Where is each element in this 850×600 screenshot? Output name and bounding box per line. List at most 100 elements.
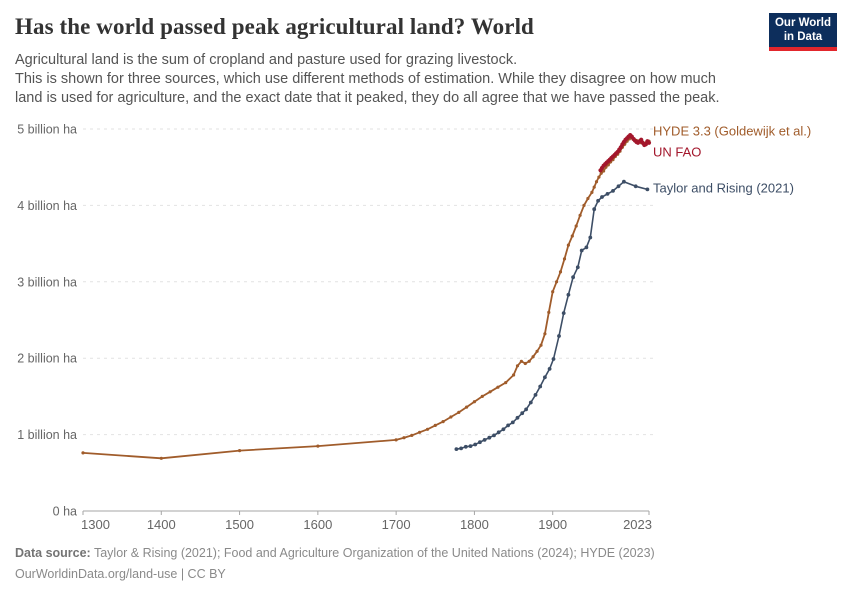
series-marker-taylor xyxy=(459,446,463,451)
series-marker-taylor xyxy=(468,444,473,448)
series-marker-hyde xyxy=(472,400,476,404)
series-marker-taylor xyxy=(515,415,520,420)
page-title: Has the world passed peak agricultural l… xyxy=(15,14,534,39)
series-marker-hyde xyxy=(527,359,531,363)
series-marker-hyde xyxy=(457,410,461,414)
x-axis-tick-label: 1800 xyxy=(460,517,489,532)
series-line-hyde xyxy=(82,136,650,460)
series-marker-hyde xyxy=(523,361,527,366)
series-marker-hyde xyxy=(433,423,437,427)
legend-label-taylor[interactable]: Taylor and Rising (2021) xyxy=(653,181,794,196)
series-marker-taylor xyxy=(600,195,604,199)
series-marker-taylor xyxy=(561,311,566,315)
series-marker-taylor xyxy=(487,435,492,440)
series-marker-hyde xyxy=(566,243,571,247)
chart-svg: 0 ha 1 billion ha 2 billion ha 3 billion ha… xyxy=(17,123,811,533)
series-marker-hyde xyxy=(238,449,242,453)
chart-subtitle: Agricultural land is the sum of cropland… xyxy=(15,51,720,108)
series-marker-taylor xyxy=(482,438,487,442)
series-marker-taylor xyxy=(547,367,552,371)
series-marker-hyde xyxy=(535,349,539,353)
series-marker-hyde xyxy=(515,364,520,368)
series-marker-hyde xyxy=(570,234,574,238)
subtitle-line: land is used for agriculture, and the ex… xyxy=(15,90,720,106)
series-marker-hyde xyxy=(562,257,567,261)
subtitle-line: This is shown for three sources, which u… xyxy=(15,71,716,87)
y-axis-tick-label: 3 billion ha xyxy=(17,275,77,289)
series-marker-hyde xyxy=(410,433,414,437)
series-marker-hyde xyxy=(441,420,445,424)
series-marker-hyde xyxy=(543,332,547,336)
series-marker-hyde xyxy=(504,381,508,385)
x-axis-tick-label: 2023 xyxy=(623,517,652,532)
series-marker-hyde xyxy=(551,290,555,294)
legend-label-unfao[interactable]: UN FAO xyxy=(653,145,701,160)
series-marker-taylor xyxy=(473,442,478,447)
series-marker-hyde xyxy=(558,270,563,274)
series-marker-taylor xyxy=(528,400,533,405)
x-axis-tick-label: 1500 xyxy=(225,517,254,532)
series-marker-taylor xyxy=(524,407,528,412)
series-marker-taylor xyxy=(588,235,593,240)
series-marker-taylor xyxy=(584,245,589,250)
y-axis-tick-label: 0 ha xyxy=(53,505,77,519)
series-marker-hyde xyxy=(578,213,582,217)
series-marker-unfao xyxy=(646,140,652,145)
series-marker-hyde xyxy=(594,180,599,184)
series-marker-taylor xyxy=(579,248,584,253)
series-line-taylor xyxy=(455,180,649,450)
series-marker-taylor xyxy=(543,375,547,380)
series-marker-taylor xyxy=(454,447,459,451)
series-marker-hyde xyxy=(602,169,606,173)
series-marker-hyde xyxy=(592,185,596,189)
series-marker-hyde xyxy=(488,390,492,394)
series-marker-hyde xyxy=(586,196,590,201)
x-axis-tick-label: 1700 xyxy=(382,517,411,532)
subtitle-line: Agricultural land is the sum of cropland… xyxy=(15,52,518,68)
series-marker-hyde xyxy=(449,415,453,419)
series-marker-hyde xyxy=(597,175,601,179)
series-marker-taylor xyxy=(575,265,580,270)
series-marker-taylor xyxy=(506,423,510,428)
owid-logo-red-bar xyxy=(769,47,837,51)
series-marker-taylor xyxy=(633,184,638,189)
series-marker-hyde xyxy=(465,405,469,409)
x-axis-tick-label: 1600 xyxy=(303,517,332,532)
series-marker-taylor xyxy=(605,192,610,196)
series-marker-hyde xyxy=(425,427,430,431)
data-source-label: Data source: xyxy=(15,546,91,560)
series-marker-hyde xyxy=(480,394,484,398)
series-marker-taylor xyxy=(616,184,621,189)
owid-logo: Our World in Data xyxy=(769,13,837,51)
series-marker-hyde xyxy=(316,444,320,448)
series-marker-taylor xyxy=(510,420,515,425)
series-marker-taylor xyxy=(592,207,597,212)
x-axis-tick-label: 1900 xyxy=(538,517,567,532)
footer-license: OurWorldinData.org/land-use | CC BY xyxy=(15,567,226,581)
series-marker-hyde xyxy=(555,280,559,284)
series-marker-hyde xyxy=(582,203,586,207)
owid-logo-line1: Our World xyxy=(774,17,831,29)
series-marker-taylor xyxy=(571,275,575,280)
series-marker-hyde xyxy=(539,343,543,347)
series-marker-taylor xyxy=(463,444,468,449)
series-marker-taylor xyxy=(596,198,600,203)
series-marker-hyde xyxy=(547,310,551,314)
y-axis-tick-label: 1 billion ha xyxy=(17,428,77,442)
owid-logo-box: Our World in Data xyxy=(769,13,837,47)
series-marker-taylor xyxy=(520,411,525,416)
y-axis-tick-label: 2 billion ha xyxy=(17,352,77,366)
series-marker-taylor xyxy=(533,393,538,397)
series-marker-taylor xyxy=(496,430,501,435)
legend-label-hyde[interactable]: HYDE 3.3 (Goldewijk et al.) xyxy=(653,124,811,139)
y-axis-tick-label: 4 billion ha xyxy=(17,199,77,213)
series-marker-hyde xyxy=(159,456,163,460)
series-marker-hyde xyxy=(511,373,516,377)
x-axis-tick-label: 1300 xyxy=(81,517,110,532)
series-marker-hyde xyxy=(531,355,535,359)
series-marker-hyde xyxy=(402,436,406,440)
series-marker-taylor xyxy=(645,187,650,192)
series-marker-taylor xyxy=(551,357,556,361)
series-marker-hyde xyxy=(81,451,85,455)
